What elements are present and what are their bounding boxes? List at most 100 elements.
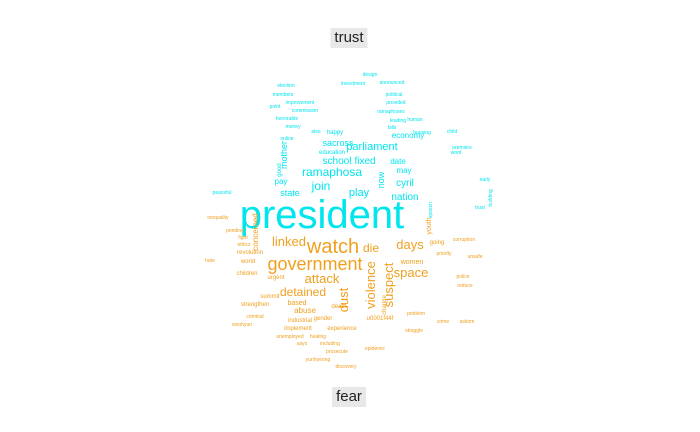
word-7: detained: [280, 285, 326, 299]
word-0: president: [240, 193, 405, 237]
word-23: state: [280, 188, 300, 198]
word-88: design: [363, 72, 378, 78]
word-82: human: [407, 117, 423, 123]
word-73: honorable: [276, 116, 298, 122]
word-75: leading: [390, 118, 406, 124]
word-36: gender: [314, 316, 333, 322]
word-6: attack: [305, 271, 340, 286]
word-60: askom: [460, 319, 475, 325]
word-68: investment: [341, 81, 366, 87]
word-31: urgent: [267, 275, 284, 281]
word-64: corruption: [453, 237, 475, 243]
word-95: speech: [428, 202, 434, 218]
word-90: good: [277, 163, 283, 176]
word-45: strengthen: [241, 302, 269, 308]
word-100: hate: [205, 258, 215, 264]
word-67: election: [277, 83, 294, 89]
word-70: political: [386, 92, 403, 98]
word-47: woohyun: [232, 322, 252, 328]
word-37: experience: [327, 326, 357, 332]
facet-title-trust: trust: [330, 28, 368, 48]
word-98: ethics: [237, 242, 251, 248]
word-53: epidemic: [365, 346, 386, 352]
word-35: death: [331, 304, 346, 310]
word-29: women: [400, 259, 424, 266]
word-15: school: [323, 156, 352, 167]
facet-title-fear: fear: [332, 387, 366, 407]
word-78: education: [319, 150, 345, 156]
word-81: housing: [413, 130, 431, 136]
word-79: happy: [327, 130, 343, 136]
word-92: bills: [388, 125, 397, 131]
word-42: world: [240, 259, 255, 265]
word-58: problem: [407, 311, 425, 317]
word-86: building: [488, 189, 494, 206]
word-80: also: [311, 129, 320, 135]
word-18: nation: [391, 192, 418, 203]
word-24: pay: [275, 177, 288, 186]
word-9: violence: [363, 261, 378, 309]
word-83: premiers: [452, 145, 472, 151]
word-97: fight: [238, 235, 248, 241]
word-26: date: [390, 157, 406, 166]
word-16: fixed: [354, 156, 375, 167]
word-56: struggle: [405, 328, 423, 334]
word-48: unemployed: [276, 334, 303, 340]
word-22: now: [376, 171, 386, 188]
word-40: u0001f44f: [367, 316, 394, 322]
word-25: economy: [392, 131, 424, 140]
word-74: money: [285, 124, 301, 130]
word-77: ramaphoses: [377, 109, 405, 115]
word-85: trust: [475, 205, 485, 211]
word-43: revolution: [237, 250, 263, 256]
word-72: commission: [292, 108, 319, 114]
word-21: mother: [279, 141, 289, 169]
word-49: healing: [310, 334, 326, 340]
word-4: die: [363, 241, 379, 255]
word-41: children: [236, 271, 257, 277]
word-11: space: [394, 265, 429, 280]
word-44: summit: [260, 294, 280, 300]
word-52: prosecute: [326, 349, 348, 355]
word-27: may: [396, 166, 411, 175]
word-13: join: [311, 179, 331, 193]
word-66: peaceful: [213, 190, 232, 196]
word-91: online: [280, 136, 294, 142]
word-8: dust: [336, 287, 351, 312]
word-34: change: [382, 294, 388, 314]
word-39: implement: [284, 326, 312, 332]
word-65: inequality: [207, 215, 229, 221]
word-63: unsafe: [467, 254, 482, 260]
word-69: announced: [380, 80, 405, 86]
word-12: ramaphosa: [302, 165, 362, 179]
word-19: play: [349, 187, 370, 199]
word-96: youth: [426, 217, 433, 234]
word-20: sacross: [322, 138, 354, 148]
word-46: criminal: [246, 314, 263, 320]
word-71: improvement: [286, 100, 316, 106]
word-3: linked: [272, 234, 306, 249]
word-2: government: [267, 254, 362, 274]
word-93: child: [447, 129, 458, 135]
word-62: reduce: [457, 283, 473, 289]
word-1: watch: [306, 236, 359, 258]
word-50: including: [320, 341, 340, 347]
word-30: going: [430, 240, 445, 246]
word-99: pending: [226, 228, 244, 234]
word-76: provided: [386, 100, 405, 106]
word-14: parliament: [346, 141, 397, 153]
word-89: point: [270, 104, 281, 110]
word-32: based: [287, 300, 306, 307]
word-33: abuse: [294, 306, 316, 315]
word-54: yunhyeong: [306, 357, 331, 363]
word-10: suspect: [381, 262, 396, 307]
word-51: says: [297, 341, 308, 347]
word-57: priority: [436, 251, 452, 257]
word-17: cyril: [396, 178, 414, 189]
word-94: word: [451, 150, 462, 156]
word-84: early: [480, 177, 491, 183]
word-5: days: [396, 237, 424, 252]
word-55: discovery: [335, 364, 357, 370]
word-28: concerned: [251, 213, 260, 250]
